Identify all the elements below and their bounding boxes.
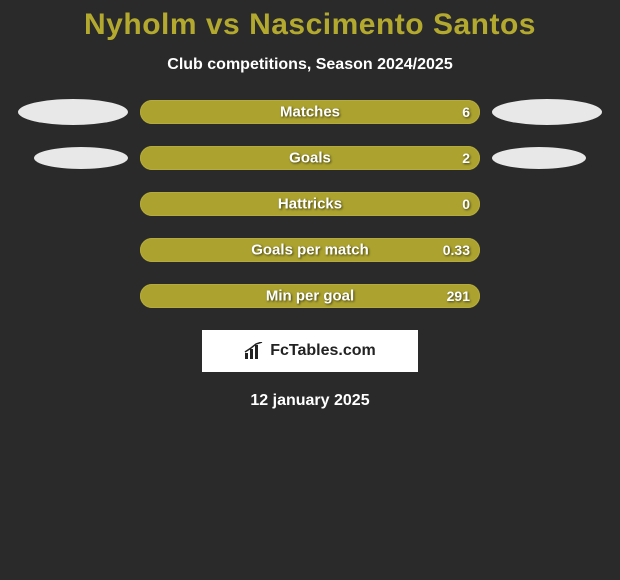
stat-bar: Hattricks 0 bbox=[140, 192, 480, 216]
stat-bar: Goals per match 0.33 bbox=[140, 238, 480, 262]
stat-row: Hattricks 0 bbox=[0, 192, 620, 216]
stat-bar: Min per goal 291 bbox=[140, 284, 480, 308]
stat-rows: Matches 6 Goals 2 Hattricks 0 Goals per match 0… bbox=[0, 100, 620, 308]
container: Nyholm vs Nascimento Santos Club competi… bbox=[0, 0, 620, 410]
logo-box: FcTables.com bbox=[202, 330, 418, 372]
stat-bar: Matches 6 bbox=[140, 100, 480, 124]
stat-row: Goals 2 bbox=[0, 146, 620, 170]
right-spacer bbox=[492, 191, 602, 217]
logo-text: FcTables.com bbox=[270, 342, 376, 360]
bar-value: 6 bbox=[462, 104, 470, 120]
page-title: Nyholm vs Nascimento Santos bbox=[0, 8, 620, 42]
left-ellipse bbox=[34, 147, 128, 169]
bar-label: Goals bbox=[289, 150, 331, 167]
date-text: 12 january 2025 bbox=[0, 392, 620, 410]
bars-icon bbox=[244, 342, 264, 360]
right-spacer bbox=[492, 237, 602, 263]
subtitle: Club competitions, Season 2024/2025 bbox=[0, 56, 620, 74]
right-spacer bbox=[492, 283, 602, 309]
stat-bar: Goals 2 bbox=[140, 146, 480, 170]
left-ellipse bbox=[18, 99, 128, 125]
bar-value: 0 bbox=[462, 196, 470, 212]
left-spacer bbox=[18, 191, 128, 217]
stat-row: Min per goal 291 bbox=[0, 284, 620, 308]
stat-row: Matches 6 bbox=[0, 100, 620, 124]
bar-label: Min per goal bbox=[266, 288, 354, 305]
bar-value: 2 bbox=[462, 150, 470, 166]
bar-value: 0.33 bbox=[443, 242, 470, 258]
bar-label: Matches bbox=[280, 104, 340, 121]
bar-label: Hattricks bbox=[278, 196, 342, 213]
right-ellipse bbox=[492, 147, 586, 169]
left-spacer bbox=[18, 237, 128, 263]
bar-value: 291 bbox=[447, 288, 470, 304]
stat-row: Goals per match 0.33 bbox=[0, 238, 620, 262]
left-spacer bbox=[18, 283, 128, 309]
right-ellipse bbox=[492, 99, 602, 125]
bar-label: Goals per match bbox=[251, 242, 369, 259]
